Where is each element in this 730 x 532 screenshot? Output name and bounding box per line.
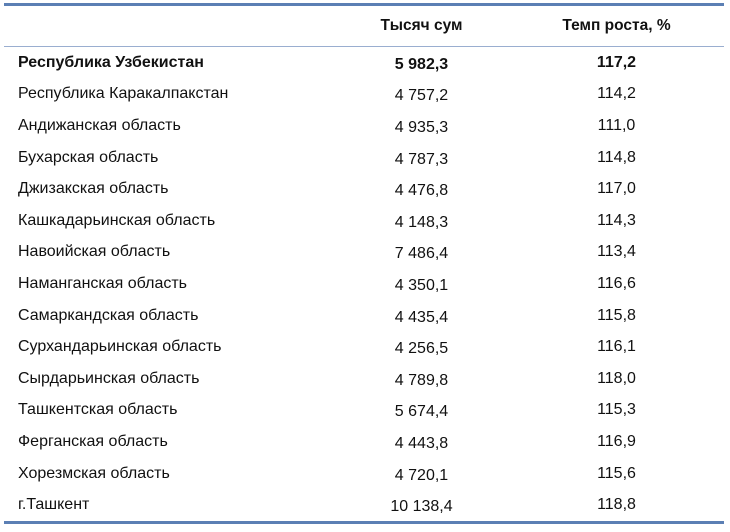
growth-rate: 114,8: [597, 148, 636, 166]
value-thousand-sum: 5 982,3: [394, 55, 449, 73]
table-row: Хорезмская область 4 720,1 115,6: [4, 458, 724, 490]
table-top-rule: [4, 3, 724, 6]
table-body: Республика Узбекистан 5 982,3 117,2 Республ…: [4, 47, 724, 521]
value-thousand-sum: 4 256,5: [394, 340, 449, 358]
table-row: Джизакская область 4 476,8 117,0: [4, 173, 724, 205]
growth-rate: 113,4: [597, 243, 636, 261]
value-thousand-sum: 4 476,8: [394, 182, 449, 200]
regional-data-table: Тысяч сум Темп роста, % Республика Узбек…: [4, 3, 724, 524]
growth-rate: 118,0: [597, 369, 636, 387]
region-name: г.Ташкент: [18, 496, 90, 514]
growth-rate: 116,6: [597, 274, 636, 292]
value-thousand-sum: 4 787,3: [394, 150, 449, 168]
region-name: Самаркандская область: [18, 306, 199, 324]
value-thousand-sum: 7 486,4: [394, 245, 449, 263]
header-rate: Темп роста, %: [562, 17, 671, 34]
table-row: Андижанская область 4 935,3 111,0: [4, 110, 724, 142]
growth-rate: 116,9: [597, 432, 636, 450]
region-name: Республика Узбекистан: [18, 53, 204, 71]
region-name: Ферганская область: [18, 432, 168, 450]
value-thousand-sum: 4 148,3: [394, 213, 449, 231]
region-name: Ташкентская область: [18, 401, 178, 419]
region-name: Сырдарьинская область: [18, 369, 200, 387]
growth-rate: 111,0: [597, 116, 636, 134]
region-name: Кашкадарьинская область: [18, 211, 216, 229]
growth-rate: 118,8: [597, 496, 636, 514]
table-row: Республика Каракалпакстан 4 757,2 114,2: [4, 79, 724, 111]
growth-rate: 117,0: [597, 180, 636, 198]
table-row: Навоийская область 7 486,4 113,4: [4, 237, 724, 269]
table-row: Бухарская область 4 787,3 114,8: [4, 142, 724, 174]
value-thousand-sum: 4 350,1: [394, 276, 449, 294]
region-name: Джизакская область: [18, 180, 169, 198]
table-row: Сырдарьинская область 4 789,8 118,0: [4, 363, 724, 395]
value-thousand-sum: 4 435,4: [394, 308, 449, 326]
table-row: Ферганская область 4 443,8 116,9: [4, 426, 724, 458]
growth-rate: 116,1: [597, 338, 636, 356]
region-name: Андижанская область: [18, 116, 181, 134]
growth-rate: 114,2: [597, 85, 636, 103]
header-value: Тысяч сум: [380, 17, 463, 34]
value-thousand-sum: 4 720,1: [394, 466, 449, 484]
region-name: Бухарская область: [18, 148, 159, 166]
table-row: Кашкадарьинская область 4 148,3 114,3: [4, 205, 724, 237]
region-name: Хорезмская область: [18, 464, 170, 482]
value-thousand-sum: 4 789,8: [394, 371, 449, 389]
region-name: Сурхандарьинская область: [18, 338, 222, 356]
table-row: Ташкентская область 5 674,4 115,3: [4, 395, 724, 427]
table-bottom-rule: [4, 520, 724, 524]
value-thousand-sum: 4 443,8: [394, 434, 449, 452]
value-thousand-sum: 5 674,4: [394, 403, 449, 421]
table-row: г.Ташкент 10 138,4 118,8: [4, 489, 724, 521]
table-row: Республика Узбекистан 5 982,3 117,2: [4, 47, 724, 79]
growth-rate: 114,3: [597, 211, 636, 229]
region-name: Навоийская область: [18, 243, 171, 261]
growth-rate: 115,3: [597, 401, 636, 419]
region-name: Наманганская область: [18, 274, 188, 292]
table-row: Самаркандская область 4 435,4 115,8: [4, 300, 724, 332]
value-thousand-sum: 4 935,3: [394, 118, 449, 136]
table-header-row: Тысяч сум Темп роста, %: [4, 6, 724, 47]
region-name: Республика Каракалпакстан: [18, 85, 229, 103]
growth-rate: 115,6: [597, 464, 636, 482]
value-thousand-sum: 10 138,4: [390, 498, 453, 516]
growth-rate: 117,2: [596, 53, 637, 71]
table-row: Сурхандарьинская область 4 256,5 116,1: [4, 331, 724, 363]
table-row: Наманганская область 4 350,1 116,6: [4, 268, 724, 300]
growth-rate: 115,8: [597, 306, 636, 324]
value-thousand-sum: 4 757,2: [394, 87, 449, 105]
